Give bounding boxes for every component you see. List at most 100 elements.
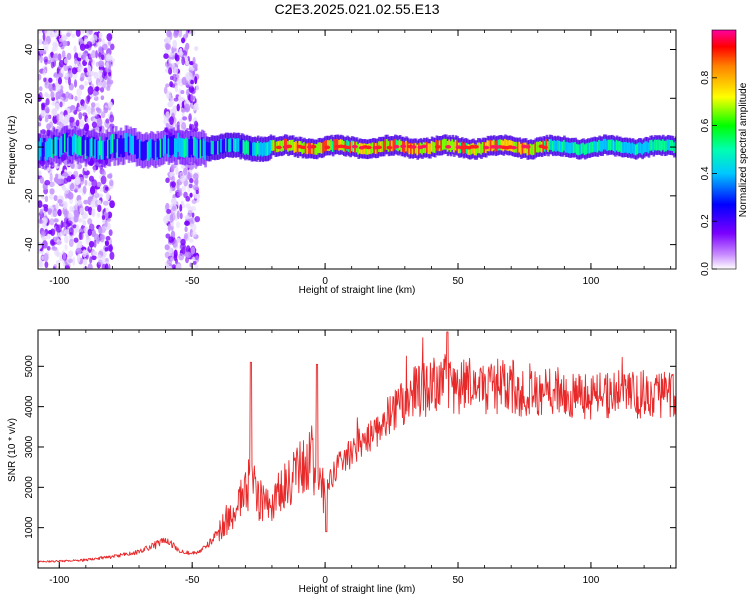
spectrogram-cell [187,206,194,214]
spectrogram-band-core [655,139,659,151]
spectrogram-band-core [315,144,319,155]
spectrogram-band-core [454,139,458,151]
spectrogram-band-core [94,139,97,159]
spectrogram-band-core [231,139,234,153]
spectrogram-band-core [181,138,185,157]
spectrogram-peak [386,145,393,150]
spectrogram-cell [192,63,198,69]
spectrogram-cell [184,226,188,233]
spectrogram-cell [84,37,89,42]
snr-x-tick-label: -100 [49,575,69,586]
spectrogram-cell [44,59,48,65]
spectrogram-cell [104,240,110,247]
spectrogram-cell [38,259,42,268]
spectrogram-cell [77,52,82,59]
spectrogram-band-core [673,142,676,154]
spectrogram-cell [171,205,177,212]
spectrogram-band-core [43,137,46,157]
spectrogram-band-core [553,140,557,151]
spectrogram-band-core [220,139,223,153]
spectrogram-cell [49,173,53,182]
spectrogram-peak [300,145,307,150]
spectrogram-y-tick-label: 0 [24,144,35,150]
spectrogram-cell [88,30,93,35]
spectrogram-cell [165,111,170,120]
spectrogram-cell [64,265,70,269]
spectrogram-band-core [441,139,445,151]
spectrogram-cell [44,114,51,120]
spectrogram-band-core [382,141,386,152]
spectrogram-band-core [158,140,161,160]
spectrogram-band-core [234,138,238,153]
spectrogram-band-core [268,141,271,155]
spectrogram-band-core [62,134,65,153]
spectrogram-cell [55,202,59,210]
spectrogram-cell [104,220,108,228]
spectrogram-cell [185,256,189,264]
snr-marks [38,331,676,564]
spectrogram-band-core [306,143,309,155]
spectrogram-band-core [521,142,525,154]
spectrogram-cell [73,79,78,88]
spectrogram-cell [180,238,186,246]
spectrogram-cell [105,54,111,62]
spectrogram-ticks: -100 -50 0 50 100 40 20 0 -20 -40 [24,30,676,287]
spectrogram-cell [89,256,93,264]
spectrogram-cell [172,163,177,169]
spectrogram-band-core [292,139,295,151]
spectrogram-cell [105,61,109,69]
spectrogram-cell [179,96,185,102]
spectrogram-band-core [199,139,203,159]
spectrogram-cell [53,73,59,78]
spectrogram-cell [85,55,89,63]
spectrogram-band-core [204,140,207,160]
spectrogram-band-core [618,140,622,152]
spectrogram-cell [97,52,102,58]
spectrogram-band-core [381,141,384,152]
spectrogram-marks [38,30,676,269]
spectrogram-cell [169,75,174,81]
spectrogram-cell [108,243,113,253]
spectrogram-cell [179,175,186,182]
spectrogram-band-core [65,133,69,152]
spectrogram-cell [93,202,97,208]
spectrogram-band-core [520,143,523,155]
spectrogram-cell [186,173,192,180]
spectrogram-band-core [591,141,595,153]
spectrogram-cell [42,240,48,249]
spectrogram-cell [192,173,199,180]
spectrogram-cell [82,219,87,227]
spectrogram-cell [97,204,102,213]
spectrogram-cell [57,199,63,204]
spectrogram-band-core [175,138,179,158]
spectrogram-cell [63,114,70,124]
spectrogram-cell [188,183,193,189]
spectrogram-band-core [191,138,195,158]
spectrogram-band-core [113,139,116,159]
colorbar-tick-label: 0.2 [700,214,711,228]
spectrogram-band-core [284,138,287,150]
spectrogram-cell [194,263,199,269]
spectrogram-band-core [429,143,432,155]
colorbar-tick-label: 0.8 [700,70,711,84]
spectrogram-peak [510,145,517,150]
spectrogram-cell [165,83,170,88]
spectrogram-band-core [617,141,620,152]
spectrogram-band-core [49,137,53,157]
spectrogram-cell [53,236,60,243]
spectrogram-peak [344,145,351,150]
spectrogram-cell [39,176,45,184]
spectrogram-band-core [274,141,278,153]
spectrogram-cell [53,194,58,202]
spectrogram-band-core [137,139,140,158]
spectrogram-cell [183,167,188,176]
spectrogram-cell [176,210,180,220]
spectrogram-cell [38,200,43,209]
spectrogram-cell [99,187,104,192]
spectrogram-cell [171,197,177,205]
spectrogram-band-core [185,137,188,157]
spectrogram-band-core [223,138,227,153]
spectrogram-band-core [545,139,549,150]
spectrogram-band-core [569,142,573,154]
spectrogram-band-core [201,137,204,157]
